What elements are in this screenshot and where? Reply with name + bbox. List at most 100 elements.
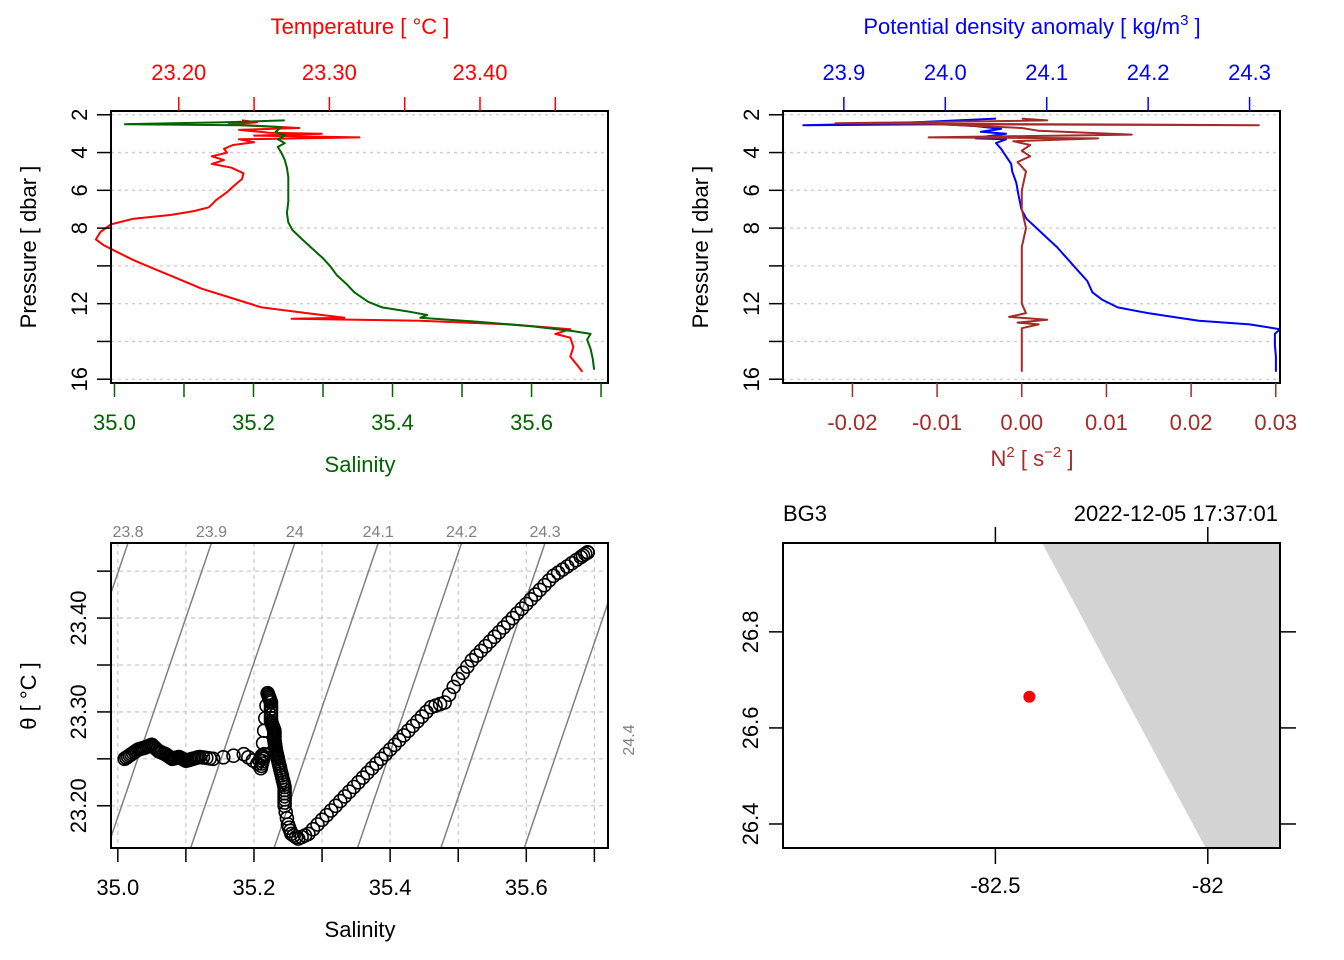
- y-tick-label: 26.4: [738, 803, 763, 846]
- y-tick-label: 26.6: [738, 707, 763, 750]
- ts-point: [382, 742, 398, 757]
- series-line-salinity: [123, 119, 596, 370]
- top-tick-label: 23.20: [151, 60, 206, 85]
- ts-point: [364, 760, 380, 776]
- ts-point: [305, 821, 321, 837]
- ts-point: [378, 746, 393, 762]
- ts-point: [580, 545, 595, 560]
- chart-ts-diagram: 23.8 23.9 24 24.1 24.2 24.3 24.4 35.0 35.2 35.4 35…: [16, 524, 638, 942]
- ts-point: [505, 610, 521, 626]
- ts-point: [564, 555, 580, 571]
- ts-point: [437, 695, 452, 710]
- isopycnal-label: 24.3: [529, 524, 560, 541]
- y-tick-label: 8: [739, 222, 764, 234]
- ts-point: [400, 723, 416, 739]
- ts-point: [514, 601, 530, 617]
- ts-point: [328, 798, 344, 814]
- ts-point: [487, 629, 502, 645]
- top-tick-label: 23.9: [822, 60, 865, 85]
- ts-point: [396, 728, 412, 743]
- y-tick-label: 26.8: [738, 610, 763, 653]
- ts-point: [496, 620, 511, 635]
- x-tick-label: -0.01: [912, 410, 962, 435]
- isopycnal-label: 23.8: [112, 524, 143, 541]
- x-axis-title: N2 [ s−2 ]: [991, 444, 1074, 471]
- isopycnal-label: 24.2: [446, 524, 477, 541]
- ts-point: [405, 718, 421, 734]
- x-tick-label: 35.0: [93, 410, 136, 435]
- ts-point: [528, 587, 543, 602]
- top-axis-title: Temperature [ °C ]: [271, 14, 450, 39]
- ts-point: [369, 756, 384, 771]
- x-tick-label: 35.6: [505, 875, 548, 900]
- station-name: BG3: [783, 501, 827, 526]
- top-tick-label: 24.1: [1025, 60, 1068, 85]
- y-tick-label: 6: [67, 184, 92, 196]
- y-tick-label: 12: [67, 291, 92, 315]
- ts-point: [478, 638, 493, 654]
- y-tick-label: 8: [67, 222, 92, 234]
- ts-point: [310, 817, 325, 832]
- ts-point: [541, 573, 557, 588]
- y-tick-label: 16: [67, 367, 92, 391]
- ts-point: [387, 737, 403, 753]
- isopycnal-label: 24.1: [363, 524, 394, 541]
- ts-point: [537, 577, 552, 593]
- ts-point: [464, 652, 480, 668]
- ts-point: [446, 679, 462, 695]
- series-line-density: [802, 117, 1281, 372]
- series-line-temperature: [94, 119, 584, 373]
- y-tick-label: 2: [739, 109, 764, 121]
- y-tick-label: 23.20: [66, 778, 91, 833]
- y-tick-label: 4: [67, 146, 92, 158]
- x-tick-label: -0.02: [827, 410, 877, 435]
- ts-point: [532, 582, 548, 598]
- ts-point: [286, 828, 302, 843]
- top-tick-label: 24.0: [924, 60, 967, 85]
- ts-point: [341, 784, 357, 800]
- isopycnal-label: 24: [286, 524, 304, 541]
- ts-point: [482, 634, 498, 649]
- ts-point: [337, 789, 353, 804]
- ts-point: [205, 751, 221, 767]
- plot-frame: [110, 110, 609, 384]
- ts-point: [373, 751, 389, 767]
- y-tick-label: 23.40: [66, 591, 91, 646]
- ts-point: [319, 807, 334, 823]
- y-tick-label: 4: [739, 146, 764, 158]
- ts-point: [555, 562, 570, 577]
- land-polygon: [1042, 543, 1280, 848]
- plot-frame: [110, 542, 609, 849]
- x-tick-label: 35.6: [510, 410, 553, 435]
- isopycnal-line: [356, 543, 463, 848]
- y-axis-title: Pressure [ dbar ]: [16, 166, 41, 329]
- ts-point: [473, 643, 489, 659]
- ts-point: [523, 591, 539, 607]
- y-tick-label: 23.30: [66, 684, 91, 739]
- top-tick-label: 23.30: [302, 60, 357, 85]
- ts-point: [550, 565, 566, 581]
- ts-point: [414, 709, 430, 724]
- station-time: 2022-12-05 17:37:01: [1074, 501, 1278, 526]
- top-tick-label: 24.2: [1127, 60, 1170, 85]
- x-axis-title: Salinity: [325, 452, 396, 477]
- x-tick-label: -82.5: [970, 873, 1020, 898]
- top-tick-label: 23.40: [452, 60, 507, 85]
- ts-point: [346, 779, 362, 795]
- ts-point: [491, 624, 507, 640]
- ts-point: [518, 596, 534, 612]
- x-axis-title: Salinity: [325, 917, 396, 942]
- x-tick-label: 35.4: [371, 410, 414, 435]
- ts-point: [441, 687, 457, 703]
- x-tick-label: 35.2: [232, 410, 275, 435]
- top-tick-label: 24.3: [1228, 60, 1271, 85]
- ts-point: [410, 713, 425, 729]
- top-axis-title: Potential density anomaly [ kg/m3 ]: [863, 12, 1200, 39]
- y-tick-label: 2: [67, 109, 92, 121]
- x-tick-label: 35.2: [233, 875, 276, 900]
- ts-point: [332, 793, 348, 809]
- ts-point: [500, 615, 516, 631]
- plot-frame: [782, 542, 1281, 849]
- y-tick-label: 6: [739, 184, 764, 196]
